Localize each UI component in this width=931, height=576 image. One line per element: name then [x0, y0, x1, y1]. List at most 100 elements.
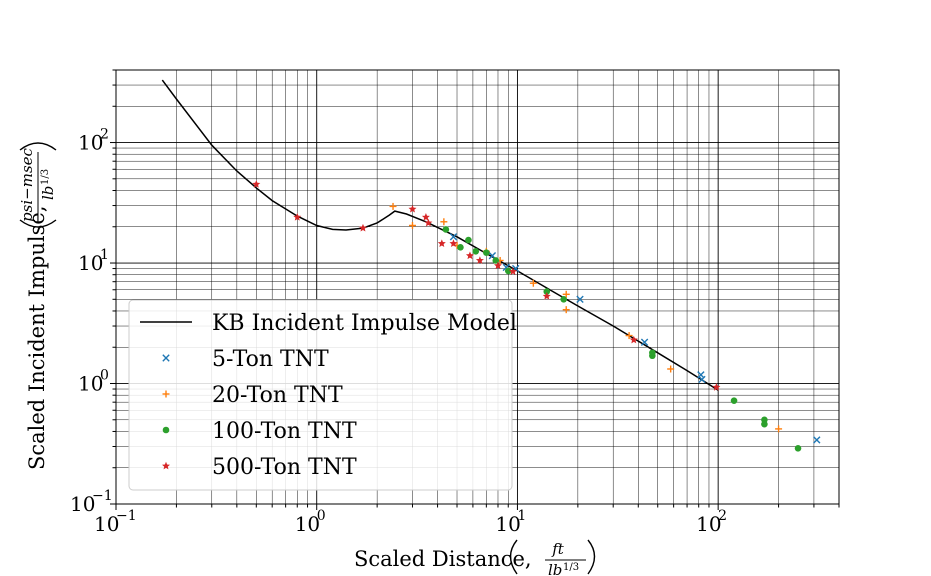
x-tick-label: 100: [295, 508, 326, 536]
data-point-5ton: [698, 375, 706, 384]
axis-ticks: [110, 69, 840, 510]
series-5ton: [449, 233, 821, 444]
y-tick-label: 210: [78, 127, 109, 155]
data-point-100ton: [761, 420, 768, 428]
legend-item-20ton: 20-Ton TNT: [162, 383, 343, 408]
legend-item-500ton: 500-Ton TNT: [162, 455, 357, 480]
data-point-5ton: [640, 338, 649, 346]
x-tick-label-base: 10: [495, 512, 520, 536]
legend-item-100ton: 100-Ton TNT: [162, 419, 357, 444]
legend-label-5ton: 5-Ton TNT: [212, 347, 329, 372]
data-point-20ton: [529, 279, 537, 287]
x-tick-labels: 10−1 100 101 102: [94, 508, 727, 536]
data-point-500ton: [358, 223, 367, 232]
series-500ton: [252, 180, 721, 391]
data-point-100ton: [457, 244, 464, 251]
data-point-100ton: [543, 288, 551, 295]
y-tick-label-exponent: 1: [100, 247, 109, 263]
data-point-500ton: [465, 251, 474, 260]
data-point-5ton: [576, 295, 584, 303]
x-unit-right-paren: [587, 539, 596, 575]
data-point-500ton: [629, 335, 638, 344]
x-unit-numerator: ft: [551, 540, 565, 558]
y-axis-title: Scaled Incident Impulse, psi−msec lb 1/3: [18, 142, 57, 470]
legend-marker-20ton: [162, 390, 170, 398]
data-point-20ton: [562, 290, 570, 298]
legend-label-100ton: 100-Ton TNT: [212, 419, 357, 444]
data-point-100ton: [794, 444, 802, 452]
x-tick-label: 102: [696, 508, 727, 536]
data-point-100ton: [492, 257, 500, 264]
legend-marker-100ton: [162, 426, 170, 434]
data-point-500ton: [493, 261, 502, 270]
x-tick-label: 101: [495, 508, 526, 536]
x-tick-label-base: 10: [94, 512, 119, 536]
data-point-20ton: [667, 365, 675, 373]
data-point-20ton: [775, 425, 783, 433]
data-point-500ton: [712, 383, 721, 391]
legend-swatch-100ton: [162, 426, 170, 434]
data-point-500ton: [475, 256, 484, 264]
x-tick-label-exponent: 1: [517, 508, 526, 524]
data-point-100ton: [472, 248, 480, 255]
y-unit-right-paren: [19, 142, 57, 151]
legend-marker-5ton: [162, 354, 170, 362]
data-point-100ton: [504, 267, 512, 275]
y-tick-label-exponent: 0: [100, 368, 109, 384]
data-point-20ton: [625, 332, 633, 340]
y-tick-label-base: 10: [78, 251, 103, 275]
y-unit-denominator-exponent: 1/3: [40, 169, 51, 185]
data-point-500ton: [293, 213, 302, 221]
x-tick-label-exponent: −1: [116, 508, 137, 524]
x-tick-label: 10−1: [94, 508, 137, 536]
legend-item-5ton: 5-Ton TNT: [162, 347, 329, 372]
data-point-500ton: [508, 267, 517, 275]
data-point-20ton: [562, 306, 570, 314]
y-tick-label: −110: [70, 488, 113, 516]
x-tick-label-base: 10: [696, 512, 721, 536]
legend-marker-500ton: [162, 461, 170, 470]
x-tick-label-base: 10: [295, 512, 320, 536]
series-layer: [161, 79, 821, 452]
x-unit-left-paren: [509, 539, 518, 575]
data-point-100ton: [465, 236, 472, 244]
data-point-5ton: [449, 233, 458, 241]
y-unit-numerator: psi−msec: [18, 147, 36, 221]
y-tick-label: 110: [78, 247, 109, 275]
y-tick-label-exponent: 2: [100, 127, 109, 143]
x-tick-label-exponent: 0: [317, 508, 326, 524]
data-point-500ton: [408, 204, 417, 213]
x-axis-title: Scaled Distance, ft lb 1/3: [354, 539, 596, 576]
data-point-100ton: [730, 397, 738, 405]
y-tick-label-base: 10: [78, 131, 103, 155]
legend-box: [128, 299, 513, 491]
data-point-20ton: [389, 202, 397, 210]
data-point-500ton: [449, 239, 458, 247]
kb-model-line: [161, 79, 719, 391]
y-tick-label-base: 10: [78, 372, 103, 396]
y-axis-title-text: Scaled Incident Impulse,: [25, 205, 49, 470]
data-point-20ton: [440, 218, 448, 226]
legend-item-line: KB Incident Impulse Model: [140, 311, 517, 336]
y-tick-label-exponent: −1: [92, 488, 113, 504]
legend-swatch-500ton: [162, 461, 170, 470]
legend-swatch-5ton: [162, 354, 170, 362]
x-tick-label-exponent: 2: [718, 508, 727, 524]
series-100ton: [442, 226, 802, 452]
data-point-500ton: [424, 218, 433, 227]
data-point-500ton: [542, 292, 551, 300]
data-point-100ton: [442, 226, 450, 233]
legend-swatch-20ton: [162, 390, 170, 398]
data-point-5ton: [813, 436, 821, 444]
data-point-100ton: [560, 295, 567, 303]
x-axis-title-text: Scaled Distance,: [354, 547, 532, 571]
x-unit-denominator-exponent: 1/3: [563, 562, 579, 573]
data-point-20ton: [408, 221, 416, 229]
legend: KB Incident Impulse Model 5-Ton TNT 20-T…: [128, 299, 517, 491]
y-tick-label: 010: [78, 368, 109, 396]
plot-frame: [115, 69, 840, 505]
legend-label-500ton: 500-Ton TNT: [212, 455, 357, 480]
data-point-500ton: [421, 213, 430, 221]
